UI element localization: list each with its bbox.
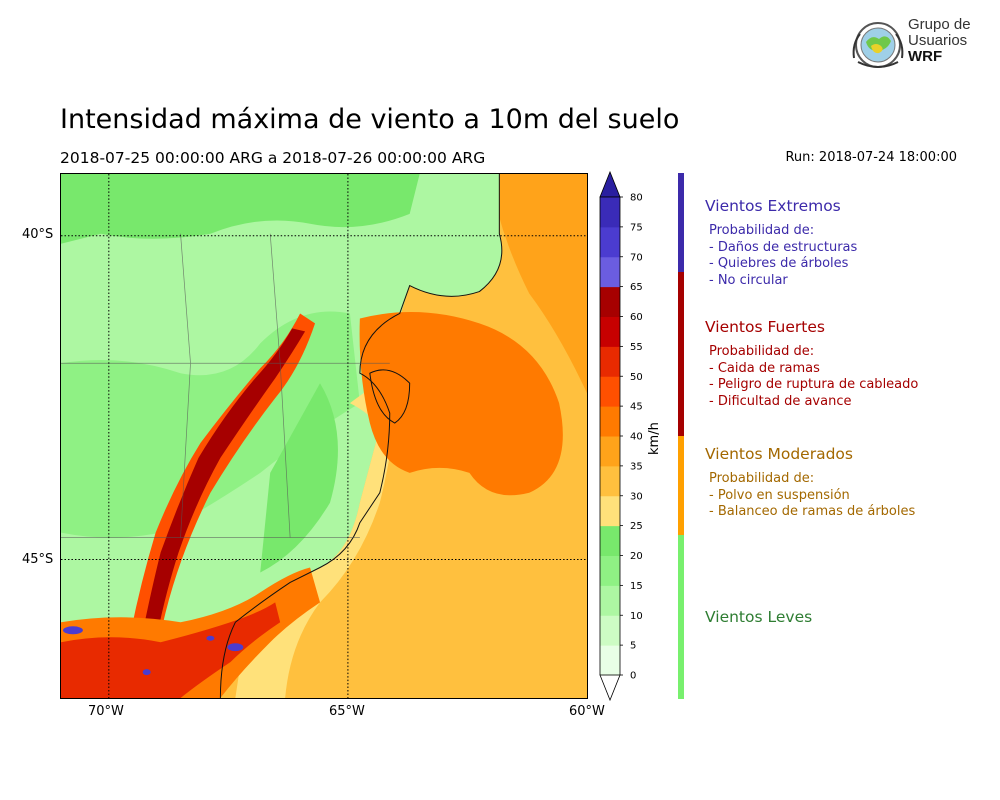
colorbar-tick-label: 10 <box>630 611 643 622</box>
colorbar-segment <box>600 376 620 407</box>
category-lines: Probabilidad de: - Caida de ramas - Peli… <box>705 344 918 410</box>
logo-line-2: Usuarios <box>908 32 968 49</box>
colorbar-extend-max <box>599 170 621 198</box>
logo-text: Grupo de Usuarios WRF <box>908 17 971 65</box>
ocean-east-band <box>489 174 587 394</box>
offshore-wind-core <box>359 312 563 496</box>
run-time: Run: 2018-07-24 18:00:00 <box>785 150 957 165</box>
colorbar-tick-label: 65 <box>630 282 643 293</box>
valid-period: 2018-07-25 00:00:00 ARG a 2018-07-26 00:… <box>60 149 486 167</box>
colorbar-tick-label: 20 <box>630 551 643 562</box>
coastline <box>219 174 503 698</box>
wind-streak-core <box>140 328 306 643</box>
wind-map <box>60 173 588 699</box>
category-line: - Dificultad de avance <box>709 393 852 409</box>
colorbar-segment <box>600 316 620 347</box>
category-line: - Daños de estructuras <box>709 239 858 255</box>
colorbar-segment <box>600 197 620 228</box>
colorbar-segment <box>600 436 620 467</box>
category-bar-segment <box>678 173 684 272</box>
province-borders <box>61 233 390 538</box>
colorbar-tick-label: 80 <box>630 193 643 204</box>
colorbar-tick-label: 5 <box>630 641 636 652</box>
chart-title: Intensidad máxima de viento a 10m del su… <box>60 104 680 135</box>
category-title: Vientos Leves <box>705 608 813 626</box>
land-patch-north <box>61 174 420 244</box>
category-line: Probabilidad de: <box>709 471 815 486</box>
colorbar-segment <box>600 555 620 586</box>
peninsula-outline <box>369 369 411 424</box>
extreme-pocket-1 <box>62 626 83 635</box>
colorbar-extend-min <box>599 674 621 702</box>
colorbar-segment <box>600 256 620 288</box>
category-line: - No circular <box>709 272 788 288</box>
category-title: Vientos Moderados <box>705 445 853 463</box>
lon-tick-label-60w: 60°W <box>569 704 605 719</box>
colorbar-tick-label: 70 <box>630 252 643 263</box>
colorbar-tick-label: 40 <box>630 432 643 443</box>
category-extremos: Vientos Extremos Probabilidad de: - Daño… <box>705 197 857 289</box>
extreme-pocket-2 <box>227 643 244 652</box>
category-leves: Vientos Leves <box>705 608 812 626</box>
category-line: Probabilidad de: <box>709 223 815 238</box>
colorbar-segment <box>600 525 620 556</box>
category-title: Vientos Fuertes <box>705 318 825 336</box>
category-line: - Caida de ramas <box>709 360 820 376</box>
colorbar-segment <box>600 406 620 437</box>
logo-line-1: Grupo de <box>908 16 971 33</box>
wind-field <box>61 174 587 698</box>
colorbar-tick-label: 55 <box>630 342 643 353</box>
logo-line-3: WRF <box>908 48 943 65</box>
colorbar-segment <box>600 645 620 676</box>
category-bar-segment <box>678 534 684 699</box>
category-title: Vientos Extremos <box>705 197 841 215</box>
category-line: Probabilidad de: <box>709 344 815 359</box>
category-fuertes: Vientos Fuertes Probabilidad de: - Caida… <box>705 318 918 410</box>
category-line: - Polvo en suspensión <box>709 487 850 503</box>
colorbar-segment <box>600 465 620 497</box>
wrf-logo-icon <box>852 22 904 68</box>
category-line: - Balanceo de ramas de árboles <box>709 504 916 519</box>
category-bar-segment <box>678 271 684 436</box>
category-line: - Peligro de ruptura de cableado <box>709 377 919 392</box>
colorbar-tick-label: 35 <box>630 461 643 472</box>
category-bar <box>678 173 684 699</box>
colorbar-segment <box>600 286 620 317</box>
extreme-pocket-3 <box>142 669 151 676</box>
category-bar-segment <box>678 436 684 535</box>
colorbar-tick-label: 15 <box>630 581 643 592</box>
category-lines: Probabilidad de: - Polvo en suspensión -… <box>705 471 915 521</box>
colorbar-tick-label: 25 <box>630 521 643 532</box>
category-line: - Quiebres de árboles <box>709 256 849 271</box>
colorbar-tick-label: 75 <box>630 222 643 233</box>
category-lines: Probabilidad de: - Daños de estructuras … <box>705 223 857 289</box>
colorbar-segment <box>600 346 620 377</box>
extreme-pocket-4 <box>206 635 215 641</box>
colorbar-tick-label: 45 <box>630 402 643 413</box>
lat-tick-label-40s: 40°S <box>22 227 54 242</box>
land-patch-coast <box>260 383 338 573</box>
wind-band-south-core <box>61 602 281 698</box>
colorbar: 0 5 10 15 20 25 30 35 40 45 50 55 60 65 70 75 80 <box>599 170 643 702</box>
colorbar-segment <box>600 585 620 616</box>
colorbar-segment <box>600 615 620 646</box>
colorbar-tick-label: 30 <box>630 491 643 502</box>
lon-tick-label-65w: 65°W <box>329 704 365 719</box>
lon-tick-label-70w: 70°W <box>88 704 124 719</box>
lat-tick-label-45s: 45°S <box>22 552 54 567</box>
category-moderados: Vientos Moderados Probabilidad de: - Pol… <box>705 445 915 521</box>
colorbar-segment <box>600 495 620 527</box>
colorbar-segment <box>600 226 620 258</box>
colorbar-tick-label: 50 <box>630 372 643 383</box>
colorbar-tick-label: 60 <box>630 312 643 323</box>
colorbar-unit: km/h <box>647 422 662 455</box>
colorbar-tick-label: 0 <box>630 671 636 682</box>
